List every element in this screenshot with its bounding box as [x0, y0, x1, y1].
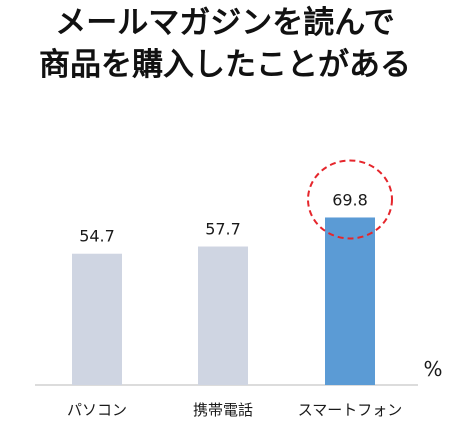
- unit-label: %: [423, 357, 442, 381]
- highlight-dashed-circle: [307, 159, 393, 240]
- data-label-2: 57.7: [205, 220, 241, 239]
- data-label-1: 54.7: [79, 227, 115, 246]
- chart-title-line-2: 商品を購入したことがある: [39, 47, 411, 83]
- bar-2: [198, 246, 248, 385]
- bar-1: [72, 253, 122, 385]
- data-label-3: 69.8: [332, 190, 368, 209]
- chart-title-line-1: メールマガジンを読んで: [55, 5, 395, 41]
- x-tick-label-3: スマートフォン: [298, 401, 403, 419]
- x-tick-label-1: パソコン: [67, 401, 127, 419]
- bar-3: [325, 217, 375, 385]
- x-tick-label-2: 携帯電話: [193, 401, 253, 419]
